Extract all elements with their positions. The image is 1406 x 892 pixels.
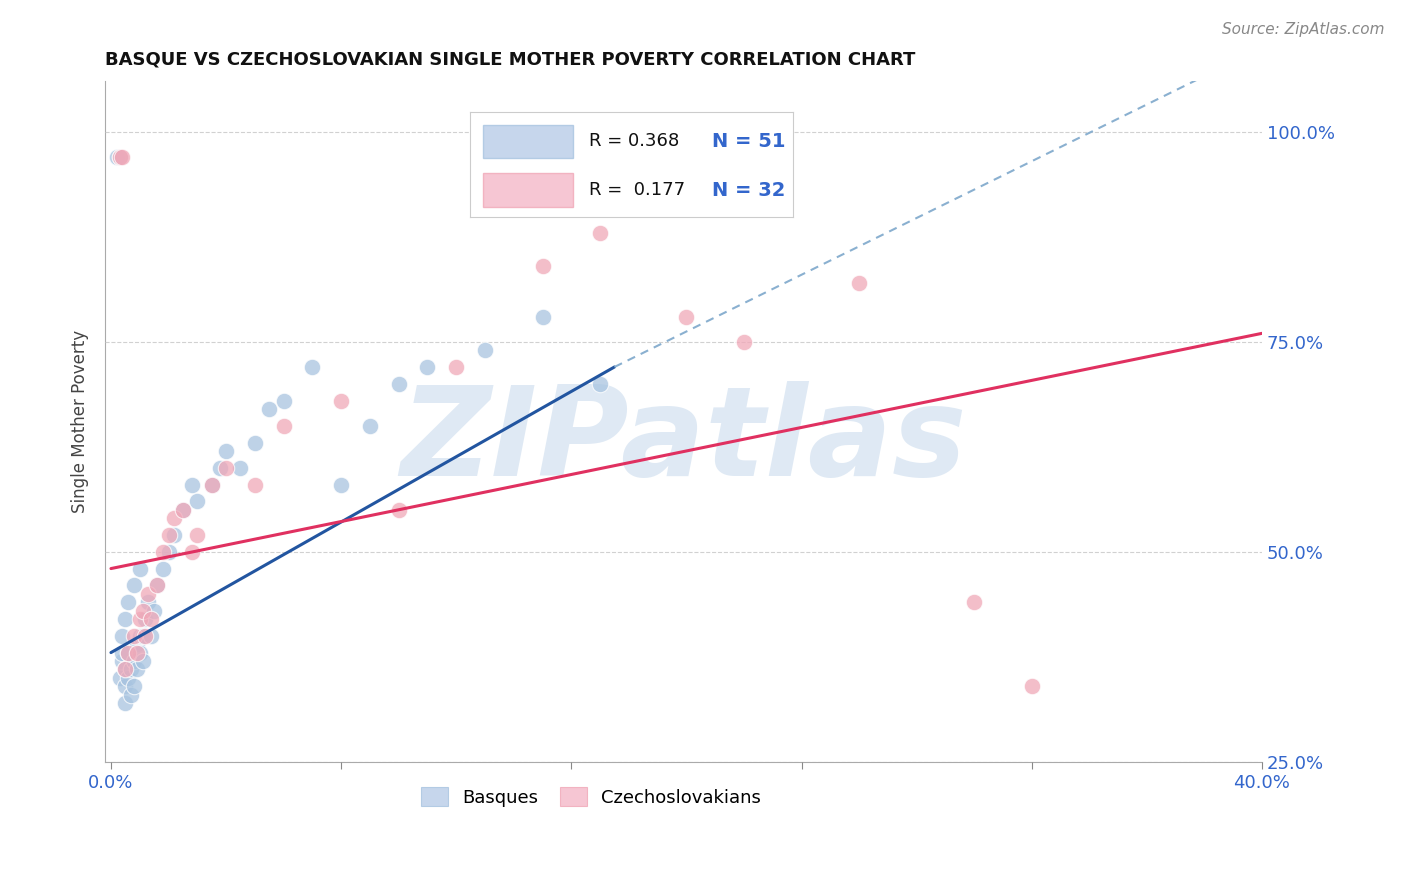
Point: [117, 646, 139, 660]
Point: [146, 578, 169, 592]
Y-axis label: Single Mother Poverty: Single Mother Poverty: [72, 330, 89, 513]
Point: [138, 595, 160, 609]
Point: [125, 662, 148, 676]
Point: [733, 334, 755, 349]
Point: [229, 460, 252, 475]
Point: [141, 629, 163, 643]
Point: [114, 679, 136, 693]
Point: [120, 662, 142, 676]
Point: [531, 310, 554, 324]
Point: [201, 477, 224, 491]
Point: [273, 393, 295, 408]
Point: [157, 528, 180, 542]
Point: [257, 401, 280, 416]
Point: [163, 528, 186, 542]
Point: [215, 460, 238, 475]
Text: Source: ZipAtlas.com: Source: ZipAtlas.com: [1222, 22, 1385, 37]
Point: [157, 545, 180, 559]
Point: [125, 637, 148, 651]
Point: [444, 359, 467, 374]
Legend: Basques, Czechoslovakians: Basques, Czechoslovakians: [413, 780, 769, 814]
Point: [848, 276, 870, 290]
Point: [122, 679, 145, 693]
Point: [114, 662, 136, 676]
Point: [359, 418, 381, 433]
Point: [152, 545, 174, 559]
Point: [131, 629, 153, 643]
Point: [114, 696, 136, 710]
Point: [122, 578, 145, 592]
Point: [120, 688, 142, 702]
Point: [963, 595, 986, 609]
Point: [186, 528, 208, 542]
Point: [108, 671, 131, 685]
Point: [330, 393, 353, 408]
Point: [152, 561, 174, 575]
Point: [330, 477, 353, 491]
Point: [243, 435, 266, 450]
Text: BASQUE VS CZECHOSLOVAKIAN SINGLE MOTHER POVERTY CORRELATION CHART: BASQUE VS CZECHOSLOVAKIAN SINGLE MOTHER …: [105, 51, 915, 69]
Point: [675, 310, 697, 324]
Point: [128, 629, 150, 643]
Point: [122, 654, 145, 668]
Point: [134, 612, 156, 626]
Point: [114, 612, 136, 626]
Point: [111, 646, 134, 660]
Point: [131, 654, 153, 668]
Point: [131, 603, 153, 617]
Point: [180, 477, 202, 491]
Point: [180, 545, 202, 559]
Point: [215, 444, 238, 458]
Point: [125, 646, 148, 660]
Point: [243, 477, 266, 491]
Point: [108, 150, 131, 164]
Point: [589, 376, 612, 391]
Point: [1021, 679, 1043, 693]
Point: [138, 587, 160, 601]
Point: [474, 343, 496, 358]
Point: [416, 359, 439, 374]
Point: [531, 259, 554, 273]
Point: [108, 150, 131, 164]
Point: [172, 502, 194, 516]
Point: [301, 359, 323, 374]
Text: ZIPatlas: ZIPatlas: [401, 382, 967, 502]
Point: [146, 578, 169, 592]
Point: [105, 150, 128, 164]
Point: [388, 376, 411, 391]
Point: [111, 150, 134, 164]
Point: [143, 603, 166, 617]
Point: [128, 646, 150, 660]
Point: [201, 477, 224, 491]
Point: [111, 629, 134, 643]
Point: [388, 502, 411, 516]
Point: [209, 460, 232, 475]
Point: [128, 612, 150, 626]
Point: [128, 561, 150, 575]
Point: [186, 494, 208, 508]
Point: [172, 502, 194, 516]
Point: [111, 654, 134, 668]
Point: [273, 418, 295, 433]
Point: [117, 646, 139, 660]
Point: [117, 671, 139, 685]
Point: [134, 629, 156, 643]
Point: [117, 595, 139, 609]
Point: [141, 612, 163, 626]
Point: [114, 662, 136, 676]
Point: [589, 226, 612, 240]
Point: [122, 629, 145, 643]
Point: [163, 511, 186, 525]
